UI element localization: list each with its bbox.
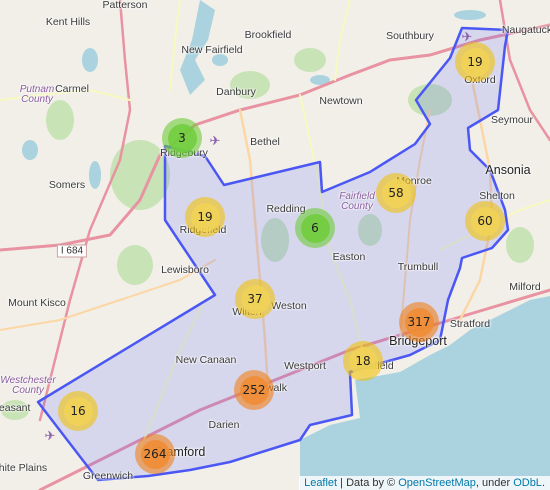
place-label-milford: Milford — [509, 281, 541, 293]
county-label-putnam-county: Putnam County — [19, 84, 55, 105]
cluster-count: 19 — [190, 202, 220, 232]
marker-cluster-6[interactable]: 6 — [295, 208, 335, 248]
place-label-pleasant: Pleasant — [0, 402, 31, 414]
county-label-fairfield-county: Fairfield County — [339, 191, 375, 212]
green-areas — [1, 48, 534, 420]
marker-cluster-60[interactable]: 60 — [465, 201, 505, 241]
place-label-seymour: Seymour — [490, 114, 534, 126]
attribution-end: . — [541, 477, 545, 489]
cluster-count: 264 — [140, 439, 170, 469]
place-label-lewisboro: Lewisboro — [161, 264, 209, 276]
place-label-naugatuck: Naugatuck — [501, 24, 550, 36]
place-label-bethel: Bethel — [250, 136, 280, 148]
marker-cluster-19[interactable]: 19 — [455, 42, 495, 82]
marker-cluster-317[interactable]: 317 — [399, 302, 439, 342]
cluster-count: 18 — [348, 346, 378, 376]
marker-cluster-264[interactable]: 264 — [135, 434, 175, 474]
cluster-count: 317 — [404, 307, 434, 337]
cluster-count: 58 — [381, 178, 411, 208]
road-shield-i-684: I 684 — [56, 244, 88, 258]
place-label-carmel: Carmel — [55, 83, 89, 95]
place-label-darien: Darien — [208, 419, 240, 431]
map-attribution: Leaflet | Data by © OpenStreetMap, under… — [299, 476, 550, 490]
place-label-kent-hills: Kent Hills — [45, 16, 91, 28]
marker-cluster-58[interactable]: 58 — [376, 173, 416, 213]
marker-cluster-3[interactable]: 3 — [162, 118, 202, 158]
cluster-count: 6 — [300, 213, 330, 243]
place-label-brookfield: Brookfield — [244, 29, 292, 41]
place-label-new-canaan: New Canaan — [175, 354, 237, 366]
openstreetmap-link[interactable]: OpenStreetMap — [398, 477, 476, 489]
place-label-southbury: Southbury — [386, 30, 434, 42]
attribution-separator: | Data by © — [337, 477, 399, 489]
place-label-mount-kisco: Mount Kisco — [8, 297, 66, 309]
marker-cluster-252[interactable]: 252 — [234, 370, 274, 410]
airplane-icon: ✈ — [209, 133, 221, 148]
county-label-westchester-county: Westchester County — [0, 375, 56, 396]
odbl-link[interactable]: ODbL — [513, 477, 542, 489]
place-label-white-plains: White Plains — [0, 462, 48, 474]
place-label-danbury: Danbury — [216, 86, 256, 98]
place-label-weston: Weston — [271, 300, 307, 312]
place-label-new-fairfield: New Fairfield — [181, 44, 243, 56]
marker-cluster-37[interactable]: 37 — [235, 279, 275, 319]
cluster-count: 60 — [470, 206, 500, 236]
marker-cluster-19[interactable]: 19 — [185, 197, 225, 237]
place-label-easton: Easton — [332, 251, 366, 263]
place-label-patterson: Patterson — [102, 0, 148, 11]
airplane-icon: ✈ — [461, 29, 473, 44]
place-label-shelton: Shelton — [479, 190, 515, 202]
place-label-westport: Westport — [284, 360, 326, 372]
place-label-greenwich: Greenwich — [82, 470, 134, 482]
place-label-newtown: Newtown — [319, 95, 363, 107]
cluster-count: 252 — [239, 375, 269, 405]
lakes — [22, 0, 486, 189]
long-island-sound — [300, 296, 550, 490]
marker-cluster-18[interactable]: 18 — [343, 341, 383, 381]
county-boundary — [36, 26, 510, 482]
marker-cluster-16[interactable]: 16 — [58, 391, 98, 431]
city-label-ansonia: Ansonia — [485, 163, 531, 177]
leaflet-link[interactable]: Leaflet — [304, 477, 338, 489]
place-label-stratford: Stratford — [449, 318, 491, 330]
attribution-middle: , under — [475, 477, 514, 489]
cluster-count: 3 — [167, 123, 197, 153]
airplane-icon: ✈ — [44, 428, 56, 443]
cluster-count: 37 — [240, 284, 270, 314]
cluster-count: 19 — [460, 47, 490, 77]
place-label-trumbull: Trumbull — [397, 261, 439, 273]
place-label-redding: Redding — [266, 203, 306, 215]
cluster-count: 16 — [63, 396, 93, 426]
place-label-somers: Somers — [48, 179, 86, 191]
